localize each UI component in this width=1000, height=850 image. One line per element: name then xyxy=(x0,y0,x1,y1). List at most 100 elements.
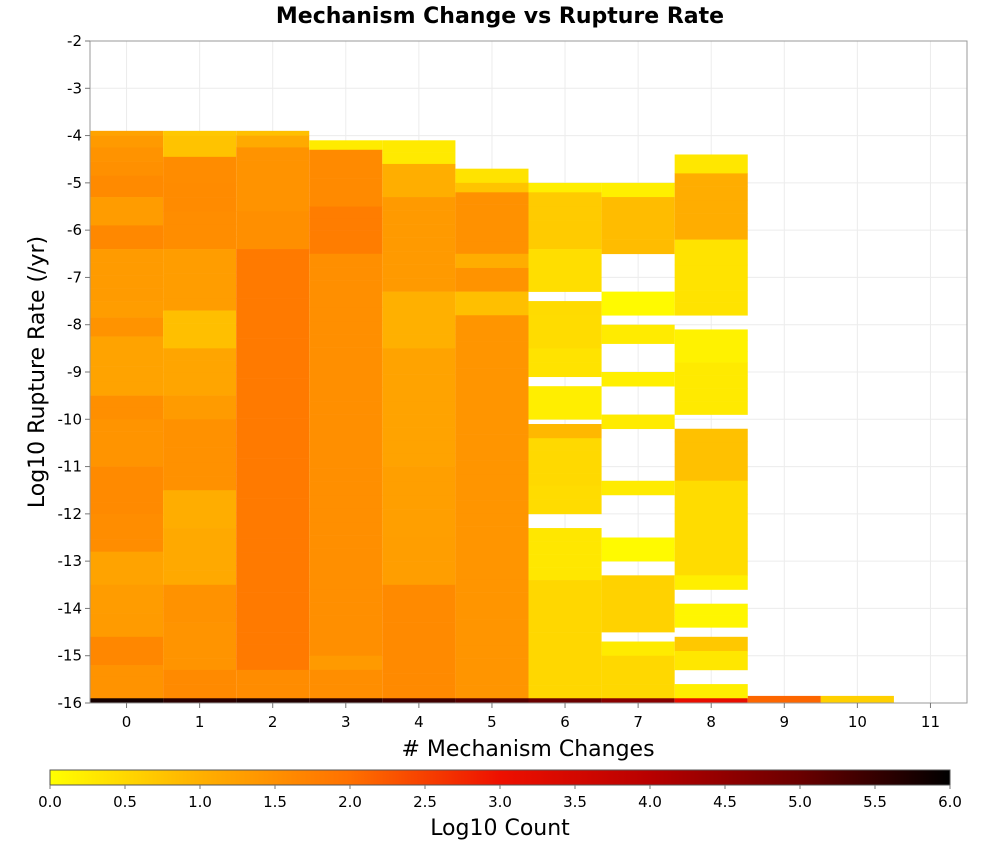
heatmap-cell xyxy=(455,303,529,316)
heatmap-cell xyxy=(455,605,529,620)
heatmap-cell xyxy=(90,650,164,666)
heatmap-cell xyxy=(382,414,456,428)
heatmap-cell xyxy=(601,684,675,699)
chart-title: Mechanism Change vs Rupture Rate xyxy=(276,4,724,29)
heatmap-cell xyxy=(309,360,383,375)
heatmap-cell xyxy=(455,420,529,435)
heatmap-cell xyxy=(382,400,456,415)
heatmap-cell xyxy=(528,593,602,607)
heatmap-cell xyxy=(236,135,310,148)
heatmap-cell xyxy=(236,632,310,645)
heatmap-cell xyxy=(382,610,456,623)
heatmap-cell xyxy=(236,365,310,379)
colorbar-tick-label: 0.5 xyxy=(113,793,137,811)
heatmap-cell xyxy=(163,169,237,184)
heatmap-cell xyxy=(309,320,383,335)
heatmap-cell xyxy=(528,528,602,542)
heatmap-cell xyxy=(528,182,602,193)
heatmap-cell xyxy=(528,438,602,451)
heatmap-cell xyxy=(382,152,456,165)
heatmap-cell xyxy=(90,698,164,704)
x-tick-label: 9 xyxy=(780,713,790,731)
colorbar-tick-label: 6.0 xyxy=(938,793,962,811)
heatmap-cell xyxy=(528,645,602,660)
heatmap-cell xyxy=(163,658,237,671)
heatmap-cell xyxy=(528,206,602,221)
heatmap-cell xyxy=(163,447,237,463)
heatmap-cell xyxy=(236,592,310,606)
heatmap-cell xyxy=(382,537,456,550)
heatmap-cell xyxy=(382,278,456,292)
heatmap-cell xyxy=(674,650,748,671)
heatmap-cell xyxy=(528,685,602,699)
heatmap-cell xyxy=(382,597,456,611)
heatmap-cell xyxy=(455,513,529,527)
heatmap-cell xyxy=(674,548,748,563)
heatmap-cell xyxy=(382,387,456,402)
heatmap-cell xyxy=(236,391,310,406)
heatmap-cell xyxy=(309,468,383,482)
colorbar xyxy=(49,769,951,786)
heatmap-cell xyxy=(236,605,310,620)
heatmap-cell xyxy=(382,549,456,562)
heatmap-cell xyxy=(528,192,602,207)
heatmap-cell xyxy=(163,502,237,516)
heatmap-cell xyxy=(309,642,383,657)
x-tick-label: 6 xyxy=(560,713,570,731)
heatmap-cell xyxy=(528,386,602,404)
colorbar-tick-label: 0.0 xyxy=(38,793,62,811)
heatmap-cell xyxy=(309,561,383,576)
heatmap-cell xyxy=(236,498,310,513)
x-tick-label: 1 xyxy=(195,713,205,731)
heatmap-cell xyxy=(236,684,310,699)
heatmap-cell xyxy=(455,486,529,501)
heatmap-cell xyxy=(674,154,748,174)
y-tick-label: -3 xyxy=(67,79,82,97)
heatmap-cell xyxy=(528,473,602,486)
heatmap-cell xyxy=(163,669,237,685)
y-tick-label: -12 xyxy=(58,505,83,523)
heatmap-cell xyxy=(747,695,821,704)
heatmap-cell xyxy=(163,461,237,477)
heatmap-cell xyxy=(674,454,748,469)
colorbar-tick-label: 2.0 xyxy=(338,793,362,811)
heatmap-cell xyxy=(674,302,748,316)
heatmap-cell xyxy=(236,445,310,459)
heatmap-cell xyxy=(90,262,164,276)
heatmap-cell xyxy=(163,135,237,147)
heatmap-cell xyxy=(455,645,529,659)
heatmap-cell xyxy=(528,541,602,555)
heatmap-cell xyxy=(163,249,237,262)
heatmap-cell xyxy=(382,361,456,375)
heatmap-cell xyxy=(674,684,748,699)
heatmap-cell xyxy=(309,684,383,699)
heatmap-cell xyxy=(309,602,383,616)
heatmap-cell xyxy=(163,261,237,274)
heatmap-cell xyxy=(601,303,675,316)
heatmap-cell xyxy=(163,570,237,586)
heatmap-cell xyxy=(674,441,748,456)
heatmap-cell xyxy=(601,197,675,212)
heatmap-cell xyxy=(163,310,237,324)
heatmap-cells xyxy=(90,130,894,704)
heatmap-cell xyxy=(236,298,310,313)
heatmap-cell xyxy=(90,551,164,569)
heatmap-cell xyxy=(601,414,675,430)
heatmap-cell xyxy=(309,230,383,243)
heatmap-cell xyxy=(163,298,237,311)
heatmap-cell xyxy=(455,619,529,633)
heatmap-cell xyxy=(382,374,456,389)
heatmap-cell xyxy=(382,453,456,467)
heatmap-cell xyxy=(236,271,310,286)
heatmap-cell xyxy=(90,624,164,638)
heatmap-cell xyxy=(90,490,164,503)
heatmap-cell xyxy=(455,434,529,448)
heatmap-cell xyxy=(309,192,383,207)
heatmap-cell xyxy=(90,351,164,367)
heatmap-cell xyxy=(455,182,529,193)
heatmap-cell xyxy=(309,178,383,193)
heatmap-cell xyxy=(163,223,237,237)
heatmap-cell xyxy=(455,368,529,382)
heatmap-cell xyxy=(528,220,602,236)
heatmap-cell xyxy=(163,335,237,349)
